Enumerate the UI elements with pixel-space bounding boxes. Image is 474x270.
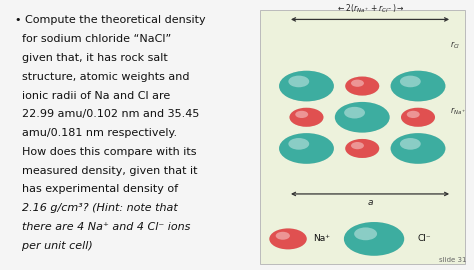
Circle shape — [351, 142, 364, 149]
Circle shape — [276, 232, 290, 240]
Circle shape — [279, 71, 334, 102]
Text: has experimental density of: has experimental density of — [15, 184, 178, 194]
Circle shape — [295, 111, 308, 118]
Circle shape — [344, 222, 404, 256]
Text: amu/0.181 nm respectively.: amu/0.181 nm respectively. — [15, 128, 177, 138]
Text: measured density, given that it: measured density, given that it — [15, 166, 197, 176]
Circle shape — [279, 71, 334, 102]
Circle shape — [401, 108, 435, 127]
Circle shape — [269, 228, 307, 249]
Circle shape — [290, 108, 323, 127]
Circle shape — [345, 139, 379, 158]
Text: Cl⁻: Cl⁻ — [418, 234, 431, 243]
Circle shape — [290, 108, 323, 127]
Text: a: a — [367, 198, 373, 207]
Circle shape — [391, 71, 446, 102]
Text: there are 4 Na⁺ and 4 Cl⁻ ions: there are 4 Na⁺ and 4 Cl⁻ ions — [15, 222, 190, 232]
Circle shape — [345, 139, 379, 158]
Circle shape — [344, 107, 365, 119]
Circle shape — [345, 76, 379, 96]
Circle shape — [354, 227, 377, 240]
Text: $r_{Na^+}$: $r_{Na^+}$ — [450, 105, 466, 117]
Circle shape — [288, 138, 309, 150]
Text: $\leftarrow 2(r_{Na^+} + r_{Cl^-}) \rightarrow$: $\leftarrow 2(r_{Na^+} + r_{Cl^-}) \righ… — [336, 3, 404, 15]
Circle shape — [335, 102, 390, 133]
Text: per unit cell): per unit cell) — [15, 241, 92, 251]
Text: How does this compare with its: How does this compare with its — [15, 147, 196, 157]
Circle shape — [391, 133, 446, 164]
Text: for sodium chloride “NaCl”: for sodium chloride “NaCl” — [15, 34, 171, 44]
Text: ionic radii of Na and Cl are: ionic radii of Na and Cl are — [15, 90, 170, 100]
FancyBboxPatch shape — [260, 10, 465, 264]
Text: given that, it has rock salt: given that, it has rock salt — [15, 53, 168, 63]
Circle shape — [279, 133, 334, 164]
Circle shape — [269, 228, 307, 249]
Circle shape — [391, 71, 446, 102]
Text: 22.99 amu/0.102 nm and 35.45: 22.99 amu/0.102 nm and 35.45 — [15, 109, 199, 119]
Text: $r_{Cl}$: $r_{Cl}$ — [450, 39, 460, 51]
Circle shape — [288, 76, 309, 87]
Text: structure, atomic weights and: structure, atomic weights and — [15, 72, 190, 82]
Circle shape — [401, 108, 435, 127]
Text: • Compute the theoretical density: • Compute the theoretical density — [15, 15, 206, 25]
Circle shape — [400, 76, 421, 87]
Text: 2.16 g/cm³? (Hint: note that: 2.16 g/cm³? (Hint: note that — [15, 203, 178, 213]
Circle shape — [345, 76, 379, 96]
Circle shape — [407, 111, 419, 118]
Circle shape — [344, 222, 404, 256]
Circle shape — [400, 138, 421, 150]
Circle shape — [391, 133, 446, 164]
Text: Na⁺: Na⁺ — [314, 234, 330, 243]
Circle shape — [335, 102, 390, 133]
Circle shape — [279, 133, 334, 164]
Circle shape — [351, 80, 364, 87]
Text: slide 31: slide 31 — [439, 258, 466, 264]
